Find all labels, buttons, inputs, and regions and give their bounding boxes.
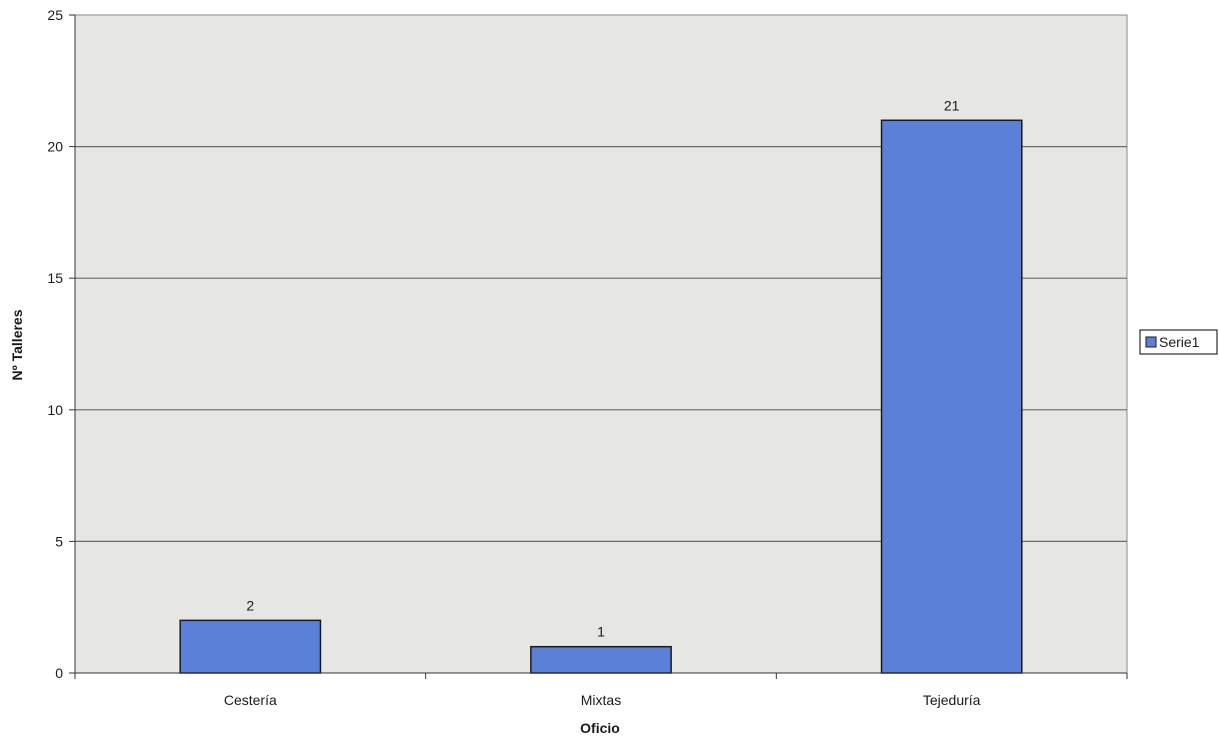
- x-tick-label: Mixtas: [581, 692, 621, 708]
- y-tick-label: 20: [47, 139, 63, 155]
- bar-0: [179, 619, 322, 674]
- y-tick-label: 0: [55, 665, 63, 681]
- x-axis-title: Oficio: [580, 720, 620, 736]
- bar-1: [530, 645, 672, 674]
- y-tick-label: 5: [55, 533, 63, 549]
- y-tick-label: 25: [47, 7, 63, 23]
- x-axis: Cestería Mixtas Tejeduría: [74, 672, 1128, 708]
- data-label: 1: [597, 624, 605, 640]
- y-axis: 0 5 10 15 20 25: [47, 7, 76, 681]
- legend-label-serie1: Serie1: [1159, 334, 1200, 350]
- x-tick-label: Tejeduría: [923, 692, 981, 708]
- y-tick-label: 15: [47, 270, 63, 286]
- y-tick-label: 10: [47, 402, 63, 418]
- legend-swatch-serie1: [1145, 336, 1157, 348]
- legend: Serie1: [1139, 329, 1218, 355]
- bar-2: [880, 119, 1023, 674]
- x-tick-label: Cestería: [224, 692, 277, 708]
- data-label: 21: [944, 97, 960, 113]
- y-axis-title: Nº Talleres: [9, 309, 25, 380]
- data-label: 2: [246, 597, 254, 613]
